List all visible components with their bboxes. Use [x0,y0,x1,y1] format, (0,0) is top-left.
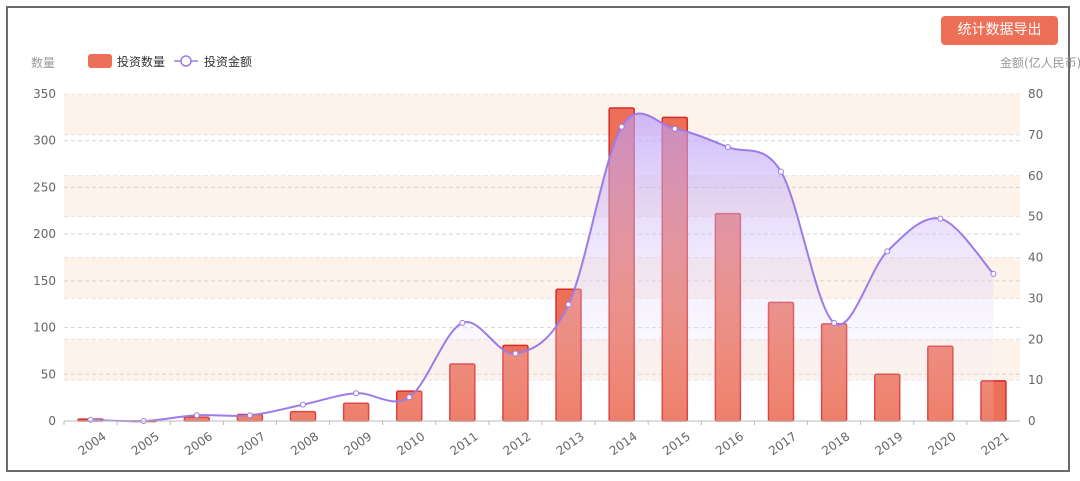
y-tick-label: 250 [33,180,56,194]
y2-tick-label: 10 [1028,373,1043,387]
x-tick-label: 2015 [660,429,693,458]
amount-line [90,112,995,423]
y2-tick-label: 30 [1028,291,1043,305]
x-tick-label: 2009 [341,429,374,458]
point-2008[interactable] [300,401,306,408]
legend-line-label[interactable]: 投资金额 [204,54,252,69]
point-2013[interactable] [565,301,572,308]
x-tick-label: 2021 [979,429,1012,458]
point-2021[interactable] [990,270,997,277]
point-2018[interactable] [831,319,838,326]
y-tick-label: 50 [41,367,56,381]
y-tick-label: 100 [33,321,56,335]
y-tick-label: 300 [33,134,56,148]
point-2010[interactable] [406,394,413,401]
x-tick-label: 2018 [819,429,852,458]
point-2007[interactable] [246,412,253,419]
point-2004[interactable] [87,416,94,423]
legend-bar-label[interactable]: 投资数量 [117,54,165,69]
x-tick-label: 2007 [235,429,268,458]
x-tick-label: 2008 [288,429,321,458]
y2-tick-label: 20 [1028,332,1043,346]
y2-tick-label: 70 [1028,128,1043,142]
y2-tick-label: 0 [1028,414,1036,428]
x-tick-label: 2016 [713,429,746,458]
x-tick-label: 2020 [926,429,959,458]
point-2016[interactable] [724,144,731,151]
x-tick-label: 2010 [394,429,427,458]
x-tick-label: 2011 [448,429,481,458]
y2-tick-label: 50 [1028,210,1043,224]
x-tick-label: 2019 [872,429,905,458]
grid-band [64,175,1020,217]
point-2019[interactable] [884,248,891,255]
y-tick-label: 0 [48,414,56,428]
grid-band [64,257,1020,299]
point-2009[interactable] [353,390,360,397]
legend-bar-swatch[interactable] [88,54,112,68]
legend-line-marker [180,55,192,67]
y2-axis-title: 金额(亿人民币) [1000,55,1080,70]
point-2017[interactable] [778,168,784,175]
y-tick-label: 350 [33,87,56,101]
y-axis-title: 数量 [31,55,55,70]
x-tick-label: 2012 [501,429,534,458]
point-2012[interactable] [512,350,519,357]
y2-tick-label: 80 [1028,87,1043,101]
x-tick-label: 2005 [129,429,162,458]
export-stats-button[interactable]: 统计数据导出 [941,16,1058,45]
x-tick-label: 2004 [76,429,109,458]
y-tick-label: 200 [33,227,56,241]
y-tick-label: 150 [33,274,56,288]
x-tick-label: 2013 [554,429,587,458]
x-tick-label: 2017 [766,429,799,458]
amount-area [90,113,994,422]
y2-tick-label: 60 [1028,169,1043,183]
point-2015[interactable] [671,125,678,132]
grid-band [64,94,1020,135]
point-2006[interactable] [193,412,200,419]
y2-tick-label: 40 [1028,251,1043,265]
legend: 投资数量 投资金额 [88,54,252,69]
x-tick-label: 2006 [182,429,215,458]
point-2020[interactable] [937,215,944,222]
x-tick-label: 2014 [607,429,640,458]
point-2011[interactable] [459,319,466,326]
point-2014[interactable] [618,123,625,130]
